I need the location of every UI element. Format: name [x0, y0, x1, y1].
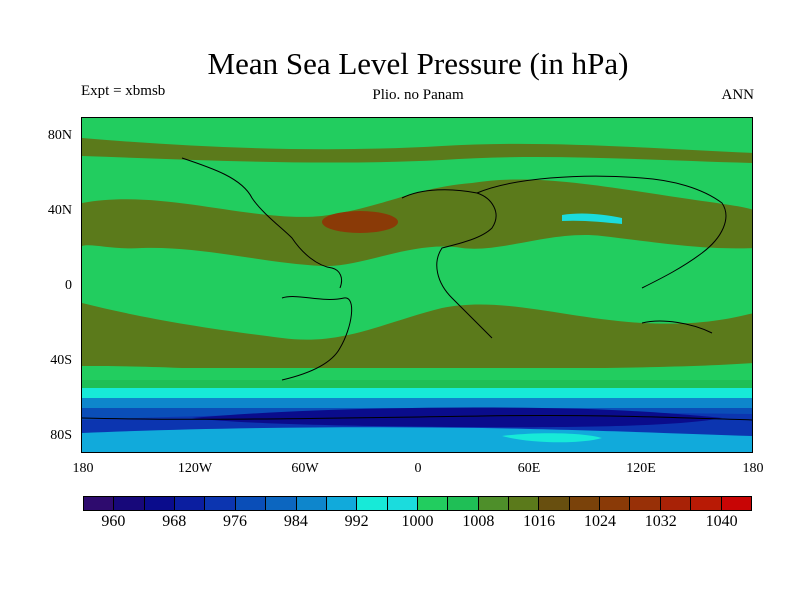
- lon-label-120w: 120W: [177, 461, 213, 476]
- lon-label-60w: 60W: [291, 461, 319, 476]
- map-title: Mean Sea Level Pressure (in hPa): [207, 46, 629, 81]
- colorbar-swatch: [144, 497, 176, 510]
- colorbar-swatch: [235, 497, 267, 510]
- colorbar-swatch: [205, 497, 236, 510]
- season-label: ANN: [721, 87, 755, 103]
- colorbar-swatch: [175, 497, 206, 510]
- colorbar-label: 1032: [644, 513, 677, 530]
- colorbar-swatch: [630, 497, 661, 510]
- colorbar-label: 1024: [583, 513, 616, 530]
- colorbar-swatch: [84, 497, 115, 510]
- lat-label-80n: 80N: [47, 128, 72, 143]
- colorbar-swatch: [387, 497, 418, 510]
- colorbar-swatch: [569, 497, 601, 510]
- colorbar-swatch: [296, 497, 327, 510]
- lon-label-180e: 180: [742, 461, 764, 476]
- colorbar-label: 1008: [462, 513, 495, 530]
- colorbar-label: 968: [162, 513, 187, 530]
- colorbar-label: 1016: [523, 513, 556, 530]
- colorbar-swatch: [478, 497, 510, 510]
- colorbar-swatch: [357, 497, 388, 510]
- lon-label-180w: 180: [72, 461, 94, 476]
- colorbar-label: 976: [223, 513, 248, 530]
- colorbar-swatch: [266, 497, 297, 510]
- colorbar-swatch: [660, 497, 692, 510]
- colorbar-label: 992: [344, 513, 369, 530]
- colorbar-swatch: [509, 497, 540, 510]
- lat-label-80s: 80S: [50, 428, 72, 443]
- lon-label-0: 0: [414, 461, 422, 476]
- lat-label-40n: 40N: [47, 203, 72, 218]
- colorbar-swatch: [326, 497, 358, 510]
- pressure-map: [81, 117, 753, 453]
- colorbar-swatch: [417, 497, 449, 510]
- colorbar-label: 1000: [401, 513, 434, 530]
- colorbar-label: 960: [101, 513, 126, 530]
- colorbar-label: 1040: [705, 513, 738, 530]
- lat-label-40s: 40S: [50, 353, 72, 368]
- experiment-label: Expt = xbmsb: [81, 83, 166, 99]
- colorbar-swatch: [721, 497, 751, 510]
- colorbar-swatch: [448, 497, 479, 510]
- lon-label-120e: 120E: [626, 461, 656, 476]
- colorbar: [83, 496, 752, 511]
- lon-label-60e: 60E: [517, 461, 541, 476]
- pressure-field: [82, 118, 752, 452]
- colorbar-label: 984: [283, 513, 308, 530]
- colorbar-swatch: [600, 497, 631, 510]
- colorbar-swatch: [114, 497, 145, 510]
- scenario-label: Plio. no Panam: [372, 87, 464, 103]
- lat-label-0: 0: [65, 278, 72, 293]
- colorbar-swatch: [539, 497, 570, 510]
- colorbar-swatch: [691, 497, 722, 510]
